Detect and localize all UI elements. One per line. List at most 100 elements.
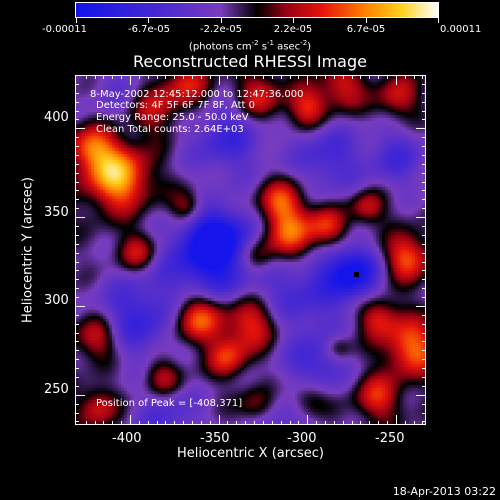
tick-mark: [75, 163, 79, 165]
tick-mark: [75, 403, 79, 405]
tick-mark: [75, 101, 79, 103]
tick-mark: [75, 172, 79, 174]
y-tick-label: 300: [44, 293, 69, 308]
x-tick-label: -250: [375, 431, 405, 446]
tick-mark: [422, 421, 426, 423]
tick-mark: [236, 421, 238, 425]
tick-mark: [422, 101, 426, 103]
y-tick-label: 250: [44, 382, 69, 397]
tick-mark: [200, 75, 202, 79]
tick-mark: [416, 305, 426, 307]
x-tick-label: -350: [200, 431, 230, 446]
tick-mark: [422, 377, 426, 379]
tick-mark: [360, 75, 362, 79]
tick-mark: [209, 75, 211, 79]
tick-mark: [85, 421, 87, 425]
tick-mark: [262, 75, 264, 79]
tick-mark: [75, 341, 79, 343]
tick-mark: [422, 208, 426, 210]
tick-mark: [404, 75, 406, 79]
tick-mark: [422, 119, 426, 121]
tick-mark: [416, 394, 426, 396]
tick-mark: [165, 75, 167, 79]
tick-mark: [404, 421, 406, 425]
tick-mark: [422, 341, 426, 343]
colorbar-tick: [438, 18, 439, 23]
peak-position-label: Position of Peak = [-408,371]: [96, 398, 243, 409]
tick-mark: [227, 421, 229, 425]
tick-mark: [75, 110, 79, 112]
tick-mark: [94, 421, 96, 425]
tick-mark: [422, 92, 426, 94]
tick-mark: [280, 421, 282, 425]
colorbar-tick: [76, 18, 77, 23]
tick-mark: [75, 359, 79, 361]
tick-mark: [75, 297, 79, 299]
tick-mark: [75, 190, 79, 192]
tick-mark: [280, 75, 282, 79]
x-axis-label: Heliocentric X (arcsec): [177, 446, 324, 461]
colorbar-tick: [293, 18, 294, 23]
tick-mark: [75, 394, 85, 396]
tick-mark: [333, 421, 335, 425]
tick-mark: [75, 83, 79, 85]
tick-mark: [422, 279, 426, 281]
tick-mark: [227, 75, 229, 79]
x-tick-label: -300: [287, 431, 317, 446]
tick-mark: [75, 217, 85, 219]
tick-mark: [342, 75, 344, 79]
tick-mark: [75, 377, 79, 379]
tick-mark: [422, 234, 426, 236]
tick-mark: [156, 75, 158, 79]
tick-mark: [307, 75, 309, 85]
tick-mark: [121, 75, 123, 79]
tick-mark: [245, 75, 247, 79]
tick-mark: [75, 128, 85, 130]
tick-mark: [395, 415, 397, 425]
tick-mark: [75, 92, 79, 94]
tick-mark: [75, 270, 79, 272]
tick-mark: [75, 421, 79, 423]
tick-mark: [218, 75, 220, 85]
tick-mark: [422, 243, 426, 245]
tick-mark: [147, 75, 149, 79]
tick-mark: [75, 314, 79, 316]
tick-mark: [183, 421, 185, 425]
tick-mark: [298, 75, 300, 79]
tick-mark: [422, 190, 426, 192]
colorbar-units: (photons cm-2 s-1 asec-2): [188, 39, 312, 53]
tick-mark: [422, 297, 426, 299]
tick-mark: [75, 252, 79, 254]
tick-mark: [351, 75, 353, 79]
tick-mark: [174, 75, 176, 79]
tick-mark: [422, 385, 426, 387]
tick-mark: [156, 421, 158, 425]
tick-mark: [422, 421, 424, 425]
tick-mark: [147, 421, 149, 425]
colorbar-label: 0.00011: [440, 24, 482, 35]
tick-mark: [174, 421, 176, 425]
tick-mark: [218, 415, 220, 425]
tick-mark: [422, 163, 426, 165]
colorbar-label: -2.2e-05: [200, 24, 242, 35]
tick-mark: [316, 75, 318, 79]
tick-mark: [324, 75, 326, 79]
energy-range-label: Energy Range: 25.0 - 50.0 keV: [96, 112, 249, 123]
tick-mark: [236, 75, 238, 79]
rhessi-image: 8-May-2002 12:45:12.000 to 12:47:36.000 …: [75, 75, 426, 425]
tick-mark: [342, 421, 344, 425]
tick-mark: [395, 75, 397, 85]
tick-mark: [422, 323, 426, 325]
tick-mark: [413, 421, 415, 425]
tick-mark: [192, 75, 193, 79]
tick-mark: [75, 261, 79, 263]
tick-mark: [121, 421, 123, 425]
tick-mark: [422, 350, 426, 352]
tick-mark: [75, 208, 79, 210]
tick-mark: [85, 75, 87, 79]
tick-mark: [138, 421, 140, 425]
tick-mark: [422, 181, 426, 183]
tick-mark: [75, 181, 79, 183]
tick-mark: [75, 146, 79, 148]
tick-mark: [422, 172, 426, 174]
